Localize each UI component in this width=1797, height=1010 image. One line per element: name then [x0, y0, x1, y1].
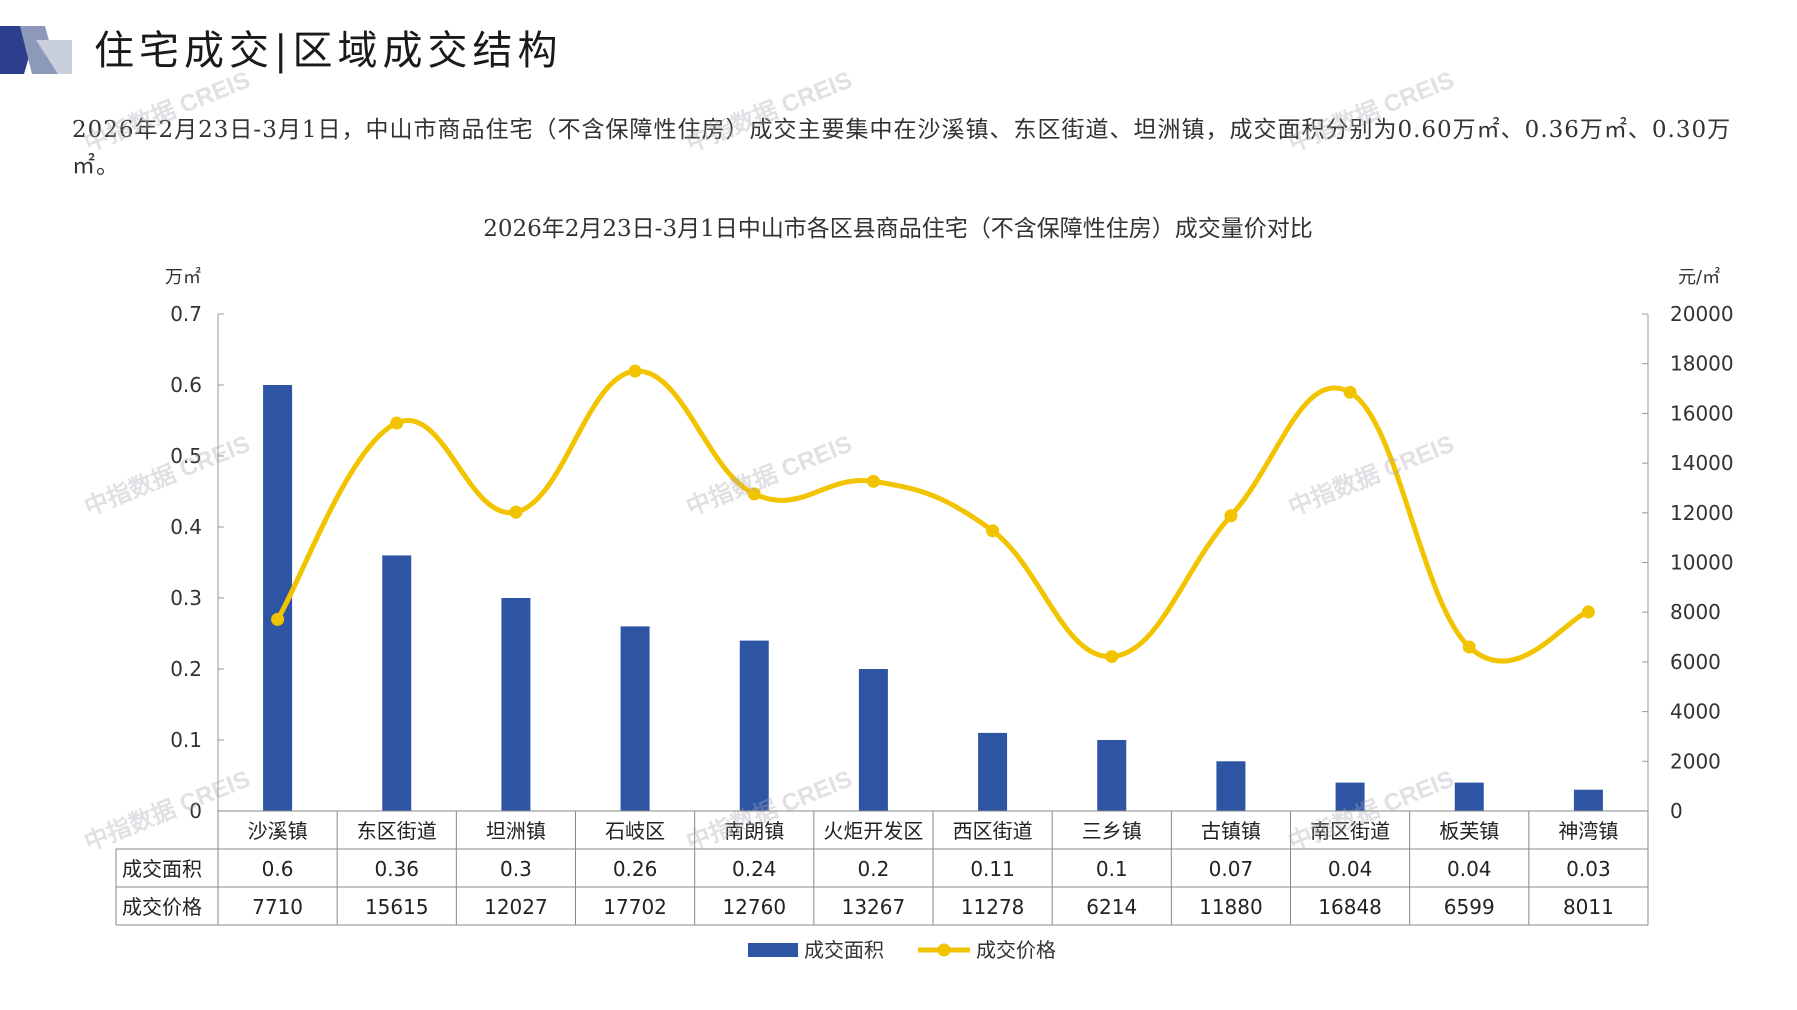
table-cell: 8011: [1563, 895, 1614, 919]
right-tick-label: 2000: [1670, 749, 1721, 773]
bar-mark: [739, 640, 769, 811]
left-tick-label: 0.4: [170, 515, 202, 539]
right-tick-label: 18000: [1670, 352, 1734, 376]
right-tick-label: 12000: [1670, 501, 1734, 525]
table-cell: 0.04: [1447, 857, 1492, 881]
bar-mark: [1454, 782, 1484, 811]
table-cell: 11278: [961, 895, 1025, 919]
category-label: 坦洲镇: [486, 819, 546, 843]
left-tick-label: 0: [189, 799, 202, 823]
bar-mark: [620, 626, 650, 811]
table-cell: 0.07: [1209, 857, 1254, 881]
table-cell: 16848: [1318, 895, 1382, 919]
price-line: [275, 368, 1590, 664]
table-cell: 0.6: [262, 857, 294, 881]
category-label: 石岐区: [605, 819, 665, 843]
left-axis-unit: 万㎡: [165, 266, 201, 288]
right-axis-unit: 元/㎡: [1678, 266, 1720, 288]
bar-series: [263, 385, 1603, 811]
right-tick-label: 20000: [1670, 302, 1734, 326]
right-tick-label: 0: [1670, 799, 1683, 823]
bar-mark: [978, 732, 1008, 811]
table-cell: 0.11: [970, 857, 1015, 881]
bar-mark: [858, 669, 888, 811]
chart-legend: 成交面积 成交价格: [748, 938, 1056, 962]
left-tick-label: 0.2: [170, 657, 202, 681]
table-cell: 0.36: [374, 857, 419, 881]
bar-mark: [1335, 782, 1365, 811]
table-cell: 17702: [603, 895, 667, 919]
price-point: [390, 416, 404, 430]
table-row-label: 成交价格: [122, 895, 202, 919]
price-point: [1105, 650, 1119, 664]
category-label: 三乡镇: [1082, 819, 1142, 843]
category-label: 神湾镇: [1558, 819, 1618, 843]
table-cell: 13267: [842, 895, 906, 919]
price-point: [747, 487, 761, 501]
legend-line-marker: [937, 943, 951, 957]
right-tick-label: 16000: [1670, 401, 1734, 425]
price-point: [986, 524, 1000, 538]
table-cell: 7710: [252, 895, 303, 919]
price-point: [509, 505, 523, 519]
bar-mark: [1573, 789, 1603, 811]
summary-text: 2026年2月23日-3月1日，中山市商品住宅（不含保障性住房）成交主要集中在沙…: [72, 117, 1732, 179]
legend-line-label: 成交价格: [976, 938, 1056, 962]
price-point: [271, 612, 285, 626]
right-tick-label: 4000: [1670, 700, 1721, 724]
category-label: 火炬开发区: [823, 819, 923, 843]
category-label: 板芙镇: [1439, 819, 1499, 843]
bar-mark: [1216, 761, 1246, 811]
price-point: [866, 474, 880, 488]
legend-bar-label: 成交面积: [804, 938, 884, 962]
table-cell: 0.3: [500, 857, 532, 881]
table-cell: 0.24: [732, 857, 777, 881]
table-cell: 12027: [484, 895, 548, 919]
table-row-label: 成交面积: [122, 857, 202, 881]
table-cell: 6214: [1086, 895, 1137, 919]
category-label: 沙溪镇: [248, 819, 308, 843]
right-tick-label: 6000: [1670, 650, 1721, 674]
table-cell: 15615: [365, 895, 429, 919]
table-cell: 0.26: [613, 857, 658, 881]
left-tick-label: 0.7: [170, 302, 202, 326]
category-label: 东区街道: [357, 819, 437, 843]
right-tick-label: 8000: [1670, 600, 1721, 624]
bar-mark: [501, 598, 531, 811]
chart-axes: 0 0.1 0.2 0.3 0.4 0.5 0.6 0.7 0 2000 4000 6000 8000 1…: [170, 302, 1733, 823]
line-series: [271, 364, 1595, 664]
category-label: 古镇镇: [1201, 819, 1261, 843]
category-label: 西区街道: [953, 819, 1033, 843]
table-cell: 0.1: [1096, 857, 1128, 881]
data-table: 沙溪镇 东区街道 坦洲镇 石岐区 南朗镇 火炬开发区 西区街道 三乡镇 古镇镇 南区街道 板芙镇 神湾…: [115, 810, 1649, 926]
category-label: 南朗镇: [724, 819, 784, 843]
price-point: [628, 364, 642, 378]
right-tick-label: 14000: [1670, 451, 1734, 475]
price-point: [1343, 385, 1357, 399]
table-cell: 11880: [1199, 895, 1263, 919]
category-label: 南区街道: [1310, 819, 1390, 843]
right-tick-label: 10000: [1670, 551, 1734, 575]
table-cell: 6599: [1444, 895, 1495, 919]
table-cell: 12760: [722, 895, 786, 919]
brand-logo: [0, 26, 72, 74]
table-cell: 0.03: [1566, 857, 1611, 881]
chart-title: 2026年2月23日-3月1日中山市各区县商品住宅（不含保障性住房）成交量价对比: [483, 216, 1312, 242]
price-point: [1462, 640, 1476, 654]
legend-bar-swatch: [748, 943, 798, 957]
price-point: [1224, 509, 1238, 523]
left-tick-label: 0.1: [170, 728, 202, 752]
table-cell: 0.2: [858, 857, 890, 881]
bar-mark: [382, 555, 412, 811]
bar-mark: [1097, 740, 1127, 811]
price-point: [1581, 605, 1595, 619]
table-cell: 0.04: [1328, 857, 1373, 881]
left-tick-label: 0.6: [170, 373, 202, 397]
left-tick-label: 0.5: [170, 444, 202, 468]
page-title: 住宅成交|区域成交结构: [94, 28, 563, 74]
left-tick-label: 0.3: [170, 586, 202, 610]
